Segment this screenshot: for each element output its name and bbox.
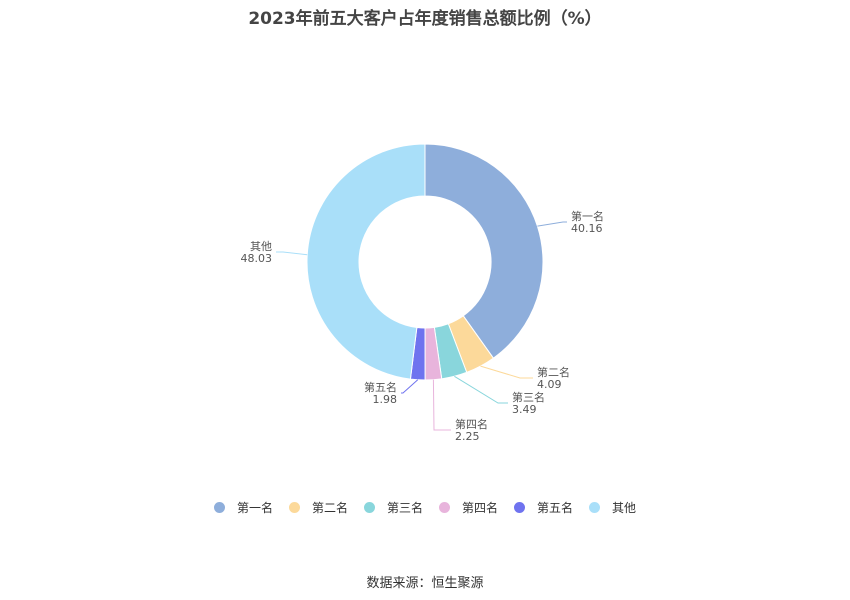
donut-slices [306, 143, 544, 381]
legend-label: 第四名 [462, 501, 499, 515]
legend-label: 其他 [612, 501, 637, 515]
slice-name-label-4: 第四名 [455, 417, 488, 431]
legend-marker-icon [439, 502, 450, 513]
slice-value-label-6: 48.03 [241, 252, 273, 265]
leader-line-6 [276, 251, 308, 256]
slice-6[interactable] [306, 143, 426, 380]
slice-value-label-3: 3.49 [512, 403, 537, 416]
legend-marker-icon [514, 502, 526, 513]
slice-1[interactable] [424, 143, 544, 359]
legend-item-3[interactable]: 第三名 [363, 499, 423, 516]
legend-label: 第三名 [386, 501, 423, 515]
legend-label: 第一名 [236, 501, 273, 515]
legend-item-6[interactable]: 其他 [589, 499, 636, 516]
legend-item-4[interactable]: 第四名 [439, 499, 498, 516]
leader-line-1 [537, 221, 567, 227]
legend-marker-icon [589, 502, 601, 513]
leader-line-4 [432, 379, 451, 431]
slice-value-label-1: 40.16 [571, 222, 603, 235]
data-source: 数据来源：恒生聚源 [366, 576, 484, 591]
slice-name-label-3: 第三名 [512, 390, 545, 404]
slice-value-label-4: 2.25 [455, 430, 480, 443]
legend-item-5[interactable]: 第五名 [514, 499, 573, 516]
legend-label: 第五名 [537, 501, 574, 515]
slice-value-label-2: 4.09 [537, 378, 562, 391]
legend-label: 第二名 [311, 501, 348, 515]
legend-marker-icon [363, 502, 375, 513]
legend-marker-icon [288, 502, 300, 513]
chart-legend: 第一名 第二名 第三名 第四名 第五名 其他 [0, 499, 850, 516]
chart-title: 2023年前五大客户占年度销售总额比例（%） [248, 9, 602, 29]
slice-name-label-6: 其他 [250, 240, 272, 253]
slice-name-label-1: 第一名 [571, 209, 604, 223]
leader-line-5 [401, 379, 419, 394]
legend-marker-icon [213, 502, 225, 513]
leader-line-3 [454, 375, 508, 404]
slice-name-label-2: 第二名 [537, 365, 570, 379]
slice-value-label-5: 1.98 [373, 393, 398, 406]
slice-name-label-5: 第五名 [364, 380, 397, 394]
legend-item-1[interactable]: 第一名 [213, 499, 273, 516]
leader-lines [276, 221, 567, 431]
leader-line-2 [480, 365, 533, 379]
legend-item-2[interactable]: 第二名 [288, 499, 348, 516]
